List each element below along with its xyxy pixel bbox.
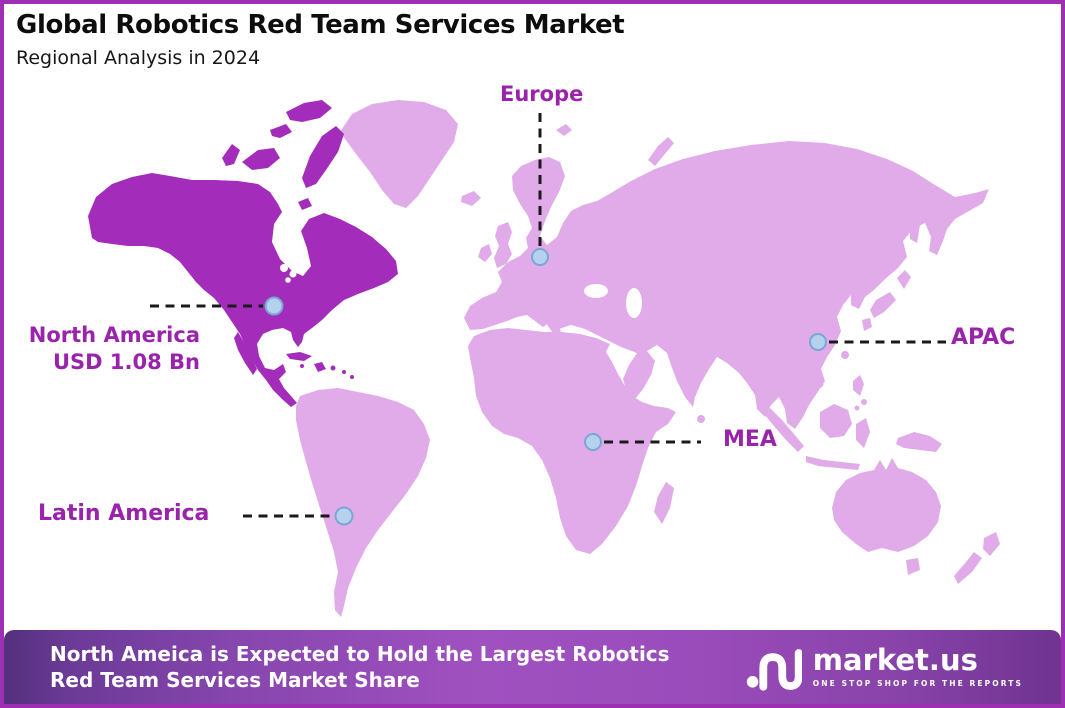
page-subtitle: Regional Analysis in 2024 [16,47,261,69]
region-markers [264,248,827,526]
header: Global Robotics Red Team Services Market… [16,10,625,69]
region-label-europe: Europe [500,82,584,106]
inland-seas [584,284,642,318]
landmass-africa [468,328,676,554]
brand-name: market.us [812,643,978,677]
region-label-north-america: North America USD 1.08 Bn [8,322,200,376]
footer-headline-line1: North Ameica is Expected to Hold the Lar… [50,641,670,666]
landmass-new-guinea [896,432,942,452]
brand-tagline: ONE STOP SHOP FOR THE REPORTS [812,679,1023,688]
landmass-north-america [88,100,398,407]
marker-latin-america [334,506,354,526]
page-title: Global Robotics Red Team Services Market [16,10,625,40]
footer-bar: North Ameica is Expected to Hold the Lar… [4,630,1061,704]
region-label-north-america-name: North America [28,323,200,347]
footer-headline: North Ameica is Expected to Hold the Lar… [50,641,670,694]
region-label-latin-america: Latin America [38,501,210,526]
region-value-north-america: USD 1.08 Bn [53,349,200,374]
marker-north-america [264,296,284,316]
landmass-eurasia [464,141,989,429]
marker-mea [584,433,602,451]
marketus-logo: market.us ONE STOP SHOP FOR THE REPORTS [746,642,1023,692]
region-label-apac: APAC [951,325,1016,350]
region-label-mea: MEA [723,427,777,452]
landmass-south-america [296,388,430,617]
landmass-greenland [340,100,458,208]
great-lakes [280,263,305,283]
brand-text: market.us ONE STOP SHOP FOR THE REPORTS [812,643,1023,689]
marker-europe [531,248,549,266]
marketus-logo-icon [746,649,802,691]
marker-apac [809,333,827,351]
footer-headline-line2: Red Team Services Market Share [50,668,420,692]
landmass-rest-of-world [296,100,1000,617]
landmass-australia [832,458,941,552]
leader-lines [150,113,946,518]
